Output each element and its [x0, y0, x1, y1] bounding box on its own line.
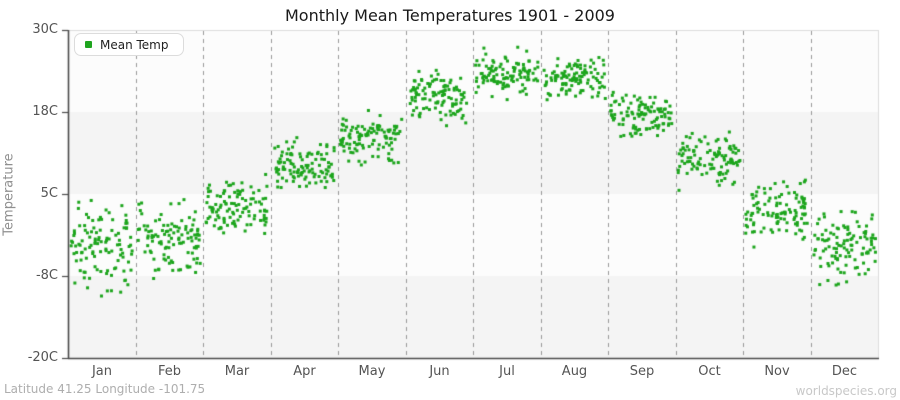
y-tick-label: -8C — [35, 268, 58, 283]
x-tick-label: May — [358, 364, 386, 379]
x-tick-label: Apr — [293, 364, 316, 379]
scatter-plot-canvas — [54, 24, 886, 366]
y-tick-label: -20C — [27, 350, 58, 365]
x-tick-label: Nov — [764, 364, 790, 379]
x-tick-label: Oct — [698, 364, 721, 379]
x-tick-label: Aug — [561, 364, 588, 379]
legend: Mean Temp — [74, 33, 184, 56]
watermark-caption: worldspecies.org — [795, 384, 897, 398]
x-tick-label: Sep — [629, 364, 655, 379]
x-tick-label: Feb — [157, 364, 182, 379]
chart-title: Monthly Mean Temperatures 1901 - 2009 — [285, 6, 615, 25]
legend-label: Mean Temp — [100, 37, 169, 52]
coordinates-caption: Latitude 41.25 Longitude -101.75 — [4, 382, 206, 396]
y-tick-label: 18C — [32, 104, 58, 119]
y-tick-label: 30C — [32, 22, 58, 37]
legend-marker-square-icon — [85, 41, 92, 48]
x-tick-label: Mar — [224, 364, 250, 379]
y-tick-label: 5C — [40, 186, 58, 201]
x-tick-label: Jul — [499, 364, 515, 379]
x-tick-label: Jun — [429, 364, 450, 379]
x-tick-label: Dec — [831, 364, 858, 379]
x-tick-label: Jan — [91, 364, 113, 379]
